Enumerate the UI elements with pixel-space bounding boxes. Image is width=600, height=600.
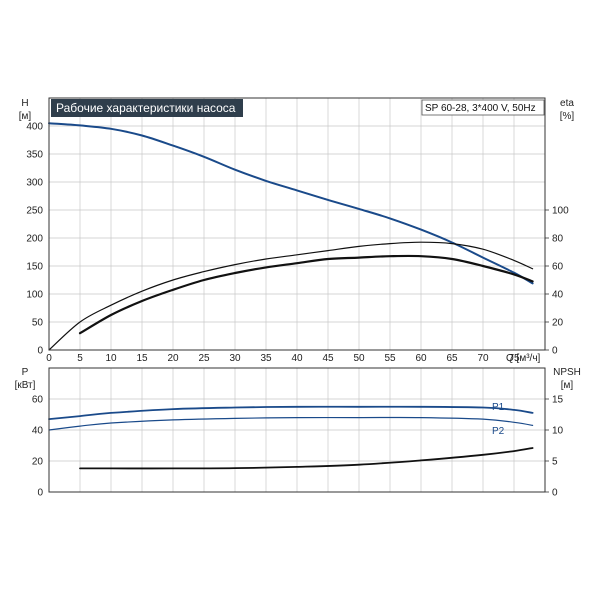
plot-frames <box>48 97 546 493</box>
y-right-tick-label: 100 <box>552 206 569 217</box>
y-left-tick-label: 40 <box>32 426 44 437</box>
y-left-tick-label: 200 <box>26 234 43 245</box>
y-left-tick-label: 250 <box>26 206 43 217</box>
series-line-p2 <box>48 416 534 431</box>
y-right-tick-label: 60 <box>552 262 564 273</box>
x-tick-label: 70 <box>477 353 489 364</box>
q-axis-label: Q [м³/ч] <box>506 353 541 364</box>
pump-info: SP 60-28, 3*400 V, 50Hz <box>425 103 536 114</box>
series-line-eta1 <box>48 241 534 351</box>
y-left-tick-label: 300 <box>26 178 43 189</box>
eta-axis-label: eta <box>560 98 574 109</box>
y-left-tick-label: 150 <box>26 262 43 273</box>
x-tick-label: 35 <box>260 353 272 364</box>
series-line-h <box>48 122 534 285</box>
x-tick-label: 75 <box>508 353 520 364</box>
npsh-axis-unit: [м] <box>561 380 574 391</box>
x-tick-label: 55 <box>384 353 396 364</box>
h-axis-label: H <box>21 98 28 109</box>
grid <box>48 98 549 493</box>
y-right-tick-label: 0 <box>552 488 558 499</box>
y-right-tick-label: 20 <box>552 318 564 329</box>
y-right-tick-label: 15 <box>552 395 564 406</box>
p-axis-unit: [кВт] <box>15 380 36 391</box>
y-left-tick-label: 350 <box>26 150 43 161</box>
y-right-tick-label: 80 <box>552 234 564 245</box>
y-left-tick-label: 20 <box>32 457 44 468</box>
series-label-p1: P1 <box>492 402 505 413</box>
series-line-eta2 <box>78 254 534 335</box>
y-right-tick-label: 0 <box>552 346 558 357</box>
x-tick-label: 65 <box>446 353 458 364</box>
x-tick-label: 5 <box>77 353 83 364</box>
x-tick-label: 45 <box>322 353 334 364</box>
y-right-tick-label: 40 <box>552 290 564 301</box>
x-tick-label: 20 <box>167 353 179 364</box>
series-group <box>48 122 534 470</box>
x-tick-label: 15 <box>136 353 148 364</box>
p-axis-label: P <box>22 367 29 378</box>
tick-labels: 0 5 10 15 20 25 30 35 40 45 50 55 60 65 70 750501001502… <box>26 122 569 499</box>
series-line-p1 <box>48 405 534 420</box>
chart-title: Рабочие характеристики насоса <box>56 101 236 115</box>
y-left-tick-label: 0 <box>37 346 43 357</box>
npsh-axis-label: NPSH <box>553 367 581 378</box>
x-tick-label: 0 <box>46 353 52 364</box>
y-left-tick-label: 400 <box>26 122 43 133</box>
series-label-p2: P2 <box>492 426 505 437</box>
y-left-tick-label: 100 <box>26 290 43 301</box>
x-tick-label: 40 <box>291 353 303 364</box>
y-right-tick-label: 10 <box>552 426 564 437</box>
x-tick-label: 25 <box>198 353 210 364</box>
x-tick-label: 30 <box>229 353 241 364</box>
eta-axis-unit: [%] <box>560 111 575 122</box>
info-box <box>421 99 545 116</box>
h-axis-unit: [м] <box>19 111 32 122</box>
plot-frame <box>48 367 546 493</box>
x-tick-label: 50 <box>353 353 365 364</box>
x-tick-label: 60 <box>415 353 427 364</box>
chart-title-box <box>51 99 243 117</box>
series-line-npsh <box>79 447 534 470</box>
y-right-tick-label: 5 <box>552 457 558 468</box>
y-left-tick-label: 60 <box>32 395 44 406</box>
plot-frame <box>48 97 546 351</box>
y-left-tick-label: 0 <box>37 488 43 499</box>
x-tick-label: 10 <box>105 353 117 364</box>
y-left-tick-label: 50 <box>32 318 44 329</box>
